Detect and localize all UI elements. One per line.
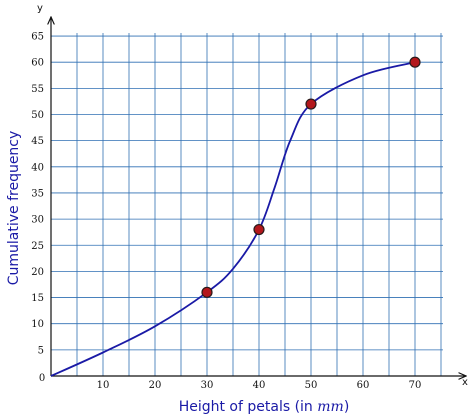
y-tick-label: 20 [31, 267, 44, 278]
y-tick-label: 60 [31, 58, 44, 69]
y-tick-label: 65 [31, 32, 44, 43]
x-tick-label: 50 [305, 380, 318, 391]
x-axis-label-unit: mm [317, 399, 344, 415]
y-axis-label: Cumulative frequency [6, 131, 22, 286]
x-tick-label: 10 [97, 380, 110, 391]
grid-lines [51, 33, 443, 376]
x-axis-label-close: ) [344, 399, 349, 415]
y-tick-label: 55 [31, 84, 44, 95]
x-axis-label: Height of petals (in mm) [179, 399, 350, 415]
y-tick-label: 50 [31, 110, 44, 121]
y-tick-label: 15 [31, 293, 44, 304]
x-axis-name: x [462, 377, 468, 388]
y-tick-label: 30 [31, 215, 44, 226]
data-point [305, 98, 317, 110]
y-tick-labels: 5 10 15 20 25 30 35 40 45 50 55 60 65 [31, 32, 44, 357]
x-tick-label: 60 [357, 380, 370, 391]
y-tick-label: 40 [31, 162, 44, 173]
x-tick-label: 30 [201, 380, 214, 391]
data-point [409, 56, 421, 68]
y-tick-label: 5 [38, 345, 44, 356]
origin-label: 0 [39, 373, 45, 384]
x-tick-labels: 10 20 30 40 50 60 70 [97, 380, 422, 391]
y-tick-label: 45 [31, 136, 44, 147]
x-tick-label: 20 [149, 380, 162, 391]
y-axis-name: y [37, 3, 43, 14]
data-point [253, 223, 265, 236]
y-tick-label: 10 [31, 319, 44, 330]
y-tick-label: 35 [31, 188, 44, 199]
data-point-markers [201, 56, 421, 298]
x-tick-label: 40 [253, 380, 266, 391]
data-point [201, 286, 213, 298]
x-tick-label: 70 [409, 380, 422, 391]
x-axis-label-text: Height of petals (in [179, 399, 318, 415]
y-tick-label: 25 [31, 241, 44, 252]
